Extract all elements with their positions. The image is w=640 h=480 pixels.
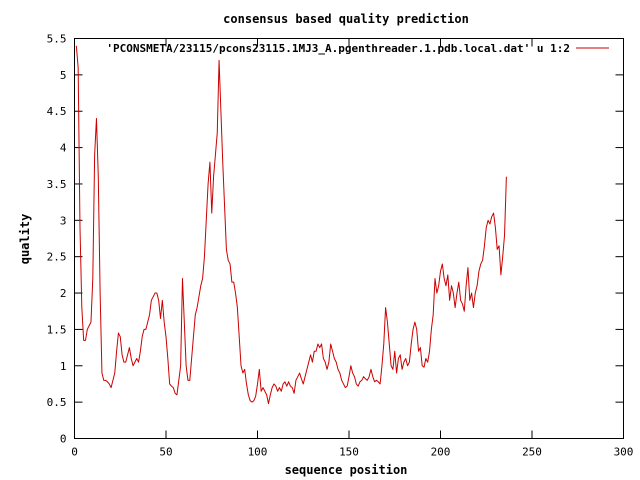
y-tick-label: 3 bbox=[60, 214, 67, 227]
y-tick-label: 2 bbox=[60, 287, 67, 300]
x-tick-label: 0 bbox=[71, 446, 78, 459]
y-tick-label: 5 bbox=[60, 69, 67, 82]
x-tick-label: 50 bbox=[159, 446, 172, 459]
y-tick-label: 1.5 bbox=[47, 323, 67, 336]
y-tick-label: 4.5 bbox=[47, 105, 67, 118]
y-tick-label: 5.5 bbox=[47, 33, 67, 46]
x-tick-label: 100 bbox=[248, 446, 268, 459]
y-tick-label: 3.5 bbox=[47, 178, 67, 191]
x-tick-label: 250 bbox=[522, 446, 542, 459]
axis-ticks: 0 0.5 1 1.5 2 2.5 3 3.5 4 4.5 5 5.5 0 50 100 150 200 250 3… bbox=[47, 33, 634, 459]
y-tick-label: 0 bbox=[60, 433, 67, 446]
series-line bbox=[75, 45, 507, 405]
legend-label: 'PCONSMETA/23115/pcons23115.1MJ3_A.pgent… bbox=[106, 42, 570, 55]
y-tick-label: 1 bbox=[60, 360, 67, 373]
y-tick-label: 0.5 bbox=[47, 396, 67, 409]
chart-title: consensus based quality prediction bbox=[223, 12, 469, 26]
x-tick-label: 150 bbox=[339, 446, 359, 459]
x-tick-label: 300 bbox=[614, 446, 634, 459]
x-tick-label: 200 bbox=[431, 446, 451, 459]
legend: 'PCONSMETA/23115/pcons23115.1MJ3_A.pgent… bbox=[106, 42, 609, 55]
y-axis-label: quality bbox=[18, 214, 32, 265]
x-axis-label: sequence position bbox=[285, 463, 408, 477]
y-tick-label: 4 bbox=[60, 142, 67, 155]
series-group bbox=[75, 45, 507, 405]
y-tick-label: 2.5 bbox=[47, 251, 67, 264]
